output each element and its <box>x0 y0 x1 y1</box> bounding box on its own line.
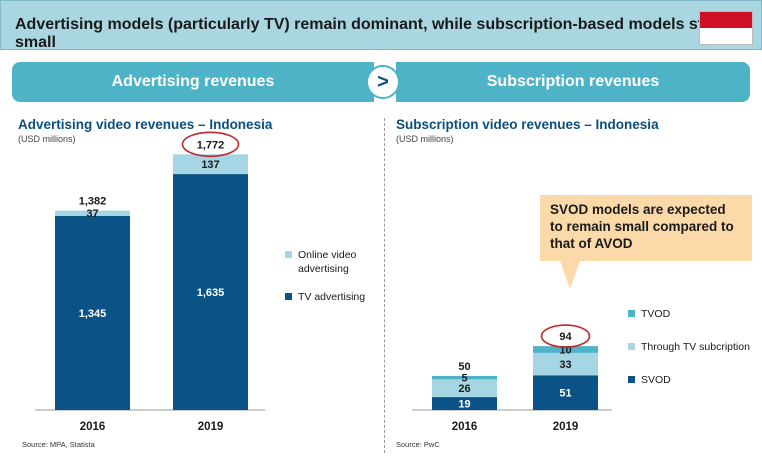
sub-legend-label-0: TVOD <box>641 308 671 320</box>
right-chart-title: Subscription video revenues – Indonesia <box>396 117 659 132</box>
sub-label-2016-2: 5 <box>461 373 467 385</box>
adv-label-2019-0: 1,635 <box>197 287 225 299</box>
sub-bar-2016-svod <box>432 397 497 410</box>
adv-bar-2016-online-video-advertising <box>55 210 130 216</box>
sub-bar-2016-tvod <box>432 376 497 380</box>
adv-total-2016: 1,382 <box>79 196 107 208</box>
sub-legend-label-2: SVOD <box>641 374 671 386</box>
left-source: Source: MPA, Statista <box>22 440 95 449</box>
adv-bar-2019-tv-advertising <box>173 174 248 410</box>
left-chart-subtitle: (USD millions) <box>18 134 76 144</box>
adv-legend-swatch-1 <box>285 293 292 300</box>
sub-label-2016-1: 26 <box>458 383 470 395</box>
sub-legend-swatch-1 <box>628 343 635 350</box>
sub-bar-2016-through-tv-subcription <box>432 379 497 398</box>
sub-legend-label-1: Through TV subcription <box>641 341 750 353</box>
sub-tick-2016: 2016 <box>452 421 478 433</box>
adv-legend-label-0: Online video advertising <box>298 249 357 275</box>
sub-tick-2019: 2019 <box>553 421 579 433</box>
sub-bar-2019-through-tv-subcription <box>533 352 598 376</box>
advertising-revenues-banner: Advertising revenues <box>12 62 374 102</box>
adv-label-2016-0: 1,345 <box>79 308 107 320</box>
header-bar: Advertising models (particularly TV) rem… <box>0 0 762 51</box>
adv-bar-2019-online-video-advertising <box>173 154 248 175</box>
sub-total-2016: 50 <box>458 361 470 373</box>
adv-legend-swatch-0 <box>285 251 292 258</box>
left-chart-title: Advertising video revenues – Indonesia <box>18 117 273 132</box>
sub-label-2019-0: 51 <box>559 388 571 400</box>
sub-bar-2019-tvod <box>533 346 598 353</box>
indonesia-flag-icon <box>699 11 753 45</box>
right-source: Source: PwC <box>396 440 440 449</box>
adv-total-2019: 1,772 <box>197 139 225 151</box>
right-chart-subtitle: (USD millions) <box>396 134 454 144</box>
sub-legend-swatch-2 <box>628 376 635 383</box>
sub-legend-swatch-0 <box>628 310 635 317</box>
adv-total-highlight-2019 <box>181 131 240 158</box>
sub-total-highlight-2019 <box>540 324 591 348</box>
subscription-revenues-banner: Subscription revenues <box>396 62 750 102</box>
sub-bar-2019-svod <box>533 375 598 410</box>
callout-tail <box>560 261 580 289</box>
sub-label-2016-0: 19 <box>458 399 470 411</box>
adv-legend-label-1: TV advertising <box>298 291 365 303</box>
chevron-right-icon: > <box>366 65 400 99</box>
chart-divider <box>384 118 385 453</box>
adv-tick-2019: 2019 <box>198 421 224 433</box>
adv-tick-2016: 2016 <box>80 421 106 433</box>
callout-box: SVOD models are expected to remain small… <box>540 195 752 261</box>
sub-total-2019: 94 <box>559 331 572 343</box>
sub-label-2019-1: 33 <box>559 359 571 371</box>
page-title: Advertising models (particularly TV) rem… <box>15 16 721 51</box>
adv-label-2019-1: 137 <box>201 159 219 171</box>
adv-label-2016-1: 37 <box>86 208 98 220</box>
adv-bar-2016-tv-advertising <box>55 215 130 410</box>
